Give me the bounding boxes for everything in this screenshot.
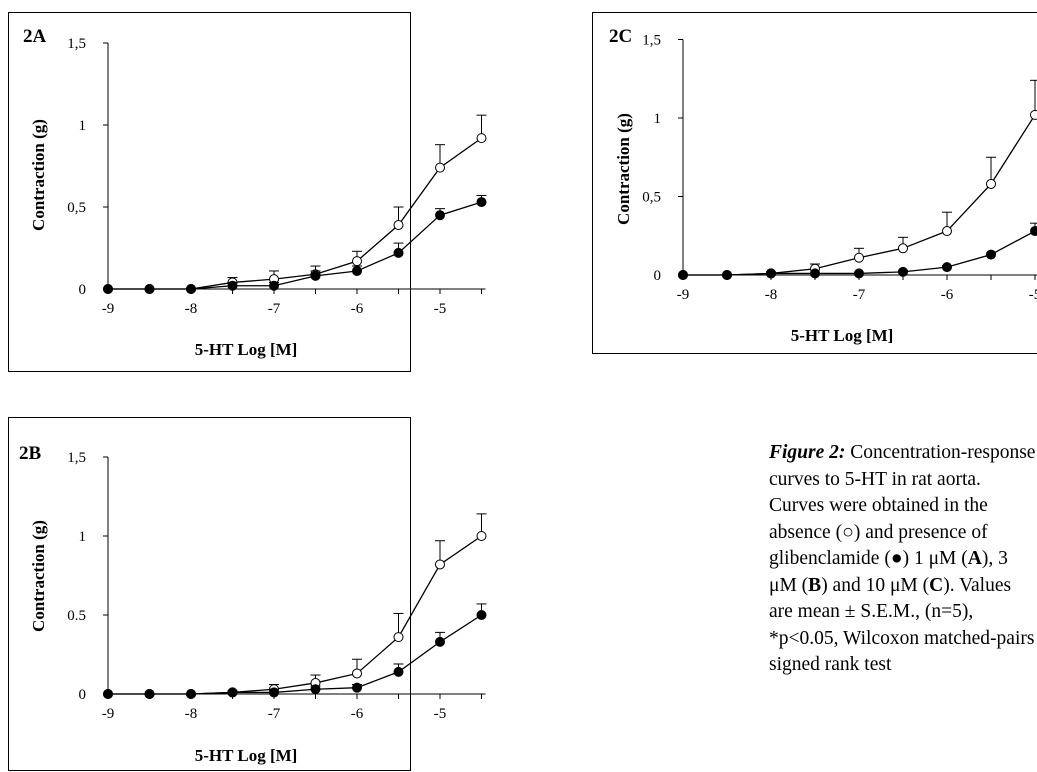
data-point-filled [679,271,688,280]
data-point-open [353,669,362,678]
series-line [108,202,482,289]
data-point-filled [436,637,445,646]
x-tick-label: -9 [102,301,115,317]
caption-text: ) and 10 μM ( [821,575,929,596]
x-tick-label: -5 [434,706,447,722]
x-tick-label: -6 [351,301,364,317]
caption-panel-ref: C [929,575,943,596]
data-point-open [394,221,403,230]
series-glibenclamide [104,604,487,699]
x-tick-label: -6 [351,706,364,722]
chart-plot-2b: 00.511,5-9-8-7-6-5 [9,418,412,772]
x-tick-label: -9 [677,287,690,303]
data-point-filled [353,266,362,275]
data-point-filled [353,683,362,692]
data-point-filled [228,688,237,697]
data-point-filled [311,685,320,694]
series-line [108,138,482,289]
data-point-filled [311,271,320,280]
x-tick-label: -7 [268,301,281,317]
y-tick-label: 1,5 [642,33,661,49]
y-tick-label: 1 [654,111,662,127]
data-point-filled [104,690,113,699]
series-glibenclamide [679,190,1037,279]
data-point-filled [987,250,996,259]
data-point-filled [145,285,154,294]
data-point-open [987,179,996,188]
y-tick-label: 0 [79,687,87,703]
y-tick-label: 1,5 [67,450,86,466]
data-point-filled [943,263,952,272]
series-absence [104,115,487,293]
series-line [683,203,1037,275]
data-point-filled [767,269,776,278]
x-tick-label: -5 [434,301,447,317]
data-point-filled [394,667,403,676]
figure-caption: Figure 2: Concentration-response curves … [769,440,1037,679]
caption-panel-ref: B [808,575,821,596]
series-line [108,615,482,694]
y-tick-label: 0 [79,282,87,298]
caption-title: Figure 2: [769,442,845,463]
y-tick-label: 0 [654,268,662,284]
x-tick-label: -7 [268,706,281,722]
data-point-filled [723,271,732,280]
data-point-filled [477,611,486,620]
data-point-filled [228,281,237,290]
chart-plot-2c: 0 0,5 1 1,5 -9 -8 -7 -6 -5 [593,13,1037,355]
data-point-filled [394,248,403,257]
x-tick-label: -5 [1029,287,1037,303]
data-point-open [1031,110,1037,119]
data-point-filled [1031,227,1037,236]
data-point-filled [104,285,113,294]
data-point-filled [270,688,279,697]
data-point-filled [145,690,154,699]
data-point-filled [436,211,445,220]
y-tick-label: 0.5 [67,608,86,624]
data-point-open [436,163,445,172]
data-point-open [899,244,908,253]
data-point-filled [811,269,820,278]
x-tick-label: -8 [185,301,198,317]
data-point-open [477,134,486,143]
series-glibenclamide [104,196,487,294]
data-point-filled [270,281,279,290]
data-point-filled [899,267,908,276]
y-tick-label: 1 [79,118,87,134]
data-point-open [394,633,403,642]
x-tick-label: -7 [853,287,866,303]
x-tick-label: -6 [941,287,954,303]
data-point-filled [187,690,196,699]
x-tick-label: -9 [102,706,115,722]
y-tick-label: 1,5 [67,36,86,52]
data-point-open [855,253,864,262]
data-point-filled [187,285,196,294]
data-point-open [943,227,952,236]
chart-plot-2a: 00,511,5-9-8-7-6-5 [9,13,412,373]
x-tick-label: -8 [185,706,198,722]
data-point-open [477,532,486,541]
y-tick-label: 0,5 [642,190,661,206]
data-point-filled [477,198,486,207]
data-point-open [436,560,445,569]
series-line [108,536,482,694]
series-line [683,72,1037,275]
data-point-filled [855,269,864,278]
y-tick-label: 1 [79,529,87,545]
series-absence [104,514,487,699]
y-tick-label: 0,5 [67,200,86,216]
x-tick-label: -8 [765,287,778,303]
data-point-open [353,257,362,266]
series-absence [679,38,1037,280]
caption-panel-ref: A [968,548,982,569]
